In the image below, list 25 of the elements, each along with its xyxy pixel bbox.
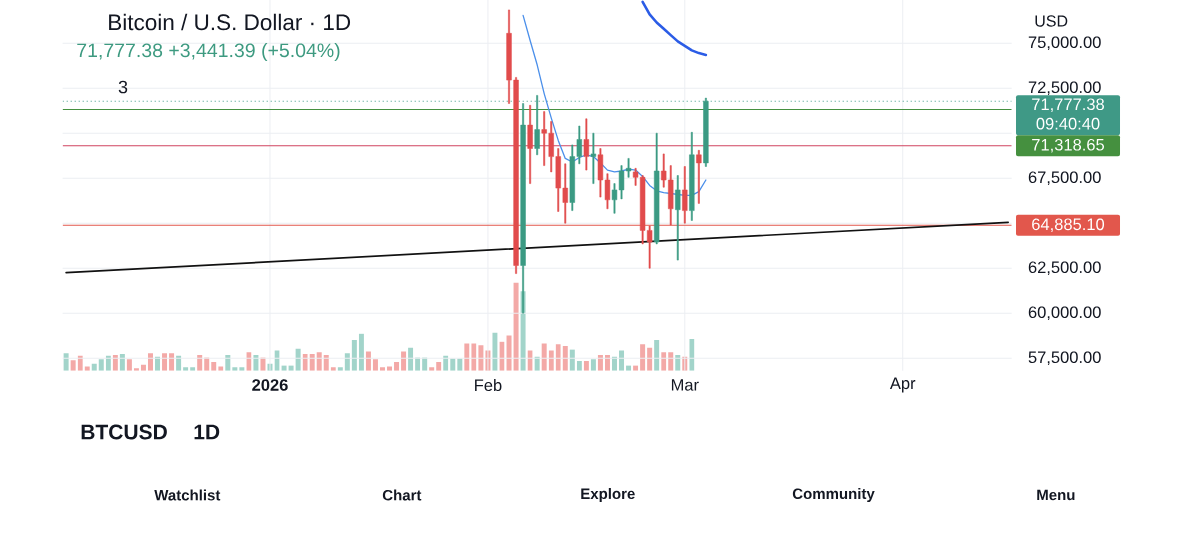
text: USD [1035, 15, 1068, 27]
annotation: 3 [118, 80, 128, 94]
text: 1D [194, 424, 220, 440]
y-tick-label: 67,500.00 [1028, 171, 1101, 186]
x-tick-label: Mar [671, 379, 699, 391]
y-tick-label: 57,500.00 [1028, 351, 1101, 366]
ref-line-label: 71,318.65 [1032, 138, 1105, 153]
chart-title: Bitcoin / U.S. Dollar · 1D [109, 13, 351, 31]
y-tick-label: 72,500.00 [1028, 81, 1101, 96]
x-tick-label: Apr [889, 377, 916, 393]
y-tick-label: 60,000.00 [1028, 306, 1101, 321]
text: Community [792, 488, 875, 502]
text: BTCUSD [81, 424, 167, 440]
text: Chart [382, 489, 422, 501]
ref-line-label: 64,885.10 [1032, 218, 1105, 233]
text: 71,777.38 +3,441.39 (+5.04%) [77, 42, 340, 62]
ref-line-label: 71,777.38 [1032, 98, 1105, 113]
x-tick-label: Feb [475, 378, 502, 392]
y-tick-label: 75,000.00 [1028, 36, 1101, 51]
text: Menu [1037, 489, 1075, 501]
text: Explore [581, 488, 635, 502]
text: Watchlist [154, 489, 221, 501]
text: 09:40:40 [1036, 117, 1100, 130]
y-tick-label: 62,500.00 [1028, 261, 1101, 276]
x-tick-label: 2026 [252, 379, 288, 391]
